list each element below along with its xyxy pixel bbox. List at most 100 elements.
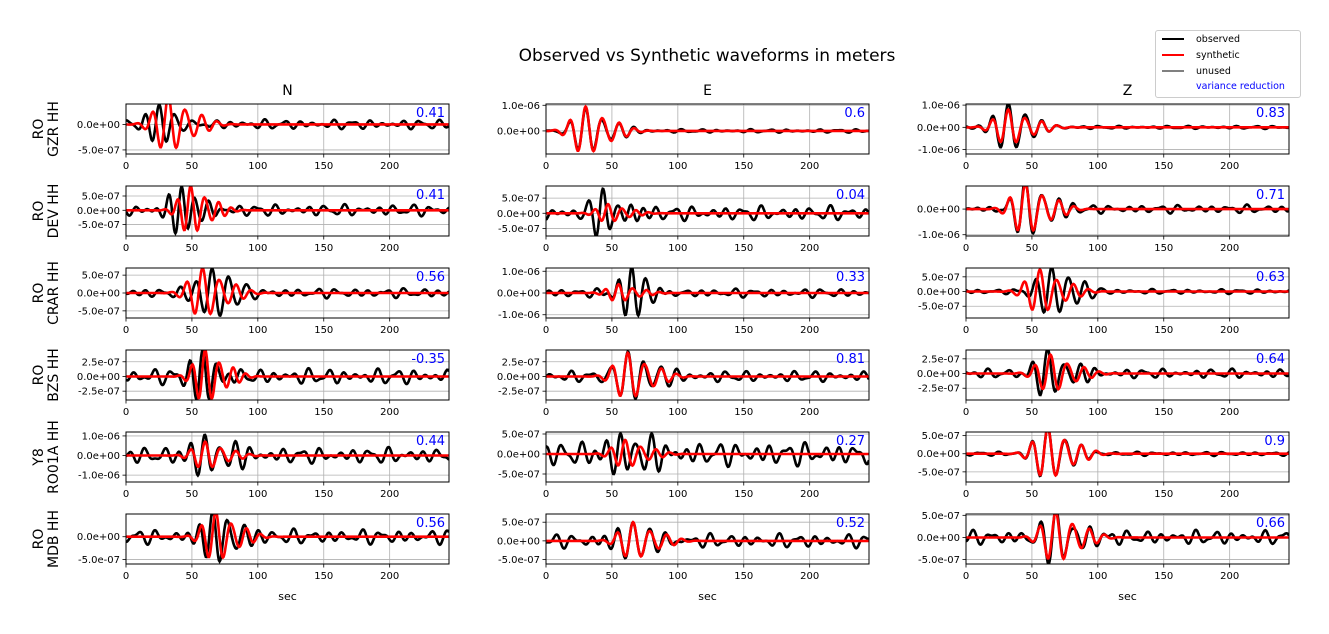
station-network-label: RO [31, 365, 47, 386]
station-network-label: RO [31, 283, 47, 304]
y-tick-label: 0.0e+00 [917, 533, 960, 544]
y-tick-label: 0.0e+00 [497, 126, 540, 137]
y-tick-label: 0.0e+00 [917, 449, 960, 460]
variance-reduction-value: 0.56 [416, 270, 445, 285]
variance-reduction-value: 0.9 [1264, 434, 1285, 449]
legend-entry-observed: observed [1162, 32, 1240, 46]
y-tick-label: -5.0e-07 [498, 555, 540, 566]
synthetic-trace [546, 282, 869, 302]
y-tick-label: -5.0e-07 [78, 145, 120, 156]
y-tick-label: 1.0e-06 [922, 101, 960, 112]
x-tick-label: 0 [963, 407, 969, 418]
y-tick-label: -5.0e-07 [498, 470, 540, 481]
column-title-e: E [703, 83, 712, 99]
y-tick-label: 2.5e-07 [502, 357, 540, 368]
x-tick-label: 50 [1026, 571, 1039, 582]
legend-label-variance-reduction: variance reduction [1196, 80, 1285, 92]
legend-label-unused: unused [1196, 65, 1231, 77]
x-tick-label: 150 [1154, 489, 1173, 500]
variance-reduction-value: 0.41 [416, 106, 445, 121]
axes-frame [125, 513, 450, 565]
x-tick-label: 0 [543, 243, 549, 254]
y-tick-label: 0.0e+00 [77, 206, 120, 217]
x-tick-label: 50 [606, 407, 619, 418]
synthetic-trace [126, 350, 449, 400]
x-tick-label: 200 [800, 407, 819, 418]
y-tick-label: -5.0e-07 [918, 302, 960, 313]
x-tick-label: 0 [963, 489, 969, 500]
variance-reduction-value: 0.27 [836, 434, 865, 449]
variance-reduction-value: 0.81 [836, 352, 865, 367]
x-tick-label: 50 [606, 161, 619, 172]
y-tick-label: 0.0e+00 [497, 209, 540, 220]
synthetic-trace [126, 104, 449, 150]
x-tick-label: 50 [1026, 407, 1039, 418]
y-tick-label: 5.0e-07 [82, 192, 120, 203]
column-title-z: Z [1123, 83, 1133, 99]
observed-trace [966, 432, 1289, 478]
x-tick-label: 100 [1088, 489, 1107, 500]
synthetic-trace [126, 440, 449, 469]
station-name-label: BZS HH [46, 348, 62, 402]
axes-frame [545, 103, 870, 155]
station-network-label: RO [31, 201, 47, 222]
y-tick-label: 0.0e+00 [77, 120, 120, 131]
legend: observed synthetic unused variance reduc… [1155, 30, 1301, 98]
x-tick-label: 200 [380, 161, 399, 172]
x-tick-label: 150 [734, 407, 753, 418]
y-tick-label: 0.0e+00 [497, 450, 540, 461]
synthetic-trace [966, 107, 1289, 144]
x-axis-label: sec [278, 590, 297, 603]
variance-reduction-value: 0.63 [1256, 270, 1285, 285]
y-tick-label: 1.0e-06 [502, 267, 540, 278]
station-name-label: GZR HH [46, 101, 62, 157]
x-tick-label: 0 [543, 571, 549, 582]
variance-reduction-value: 0.71 [1256, 188, 1285, 203]
x-tick-label: 150 [1154, 243, 1173, 254]
legend-label-observed: observed [1196, 33, 1241, 45]
y-tick-label: 0.0e+00 [497, 536, 540, 547]
x-tick-label: 50 [1026, 161, 1039, 172]
y-tick-label: -2.5e-07 [78, 387, 120, 398]
station-name-label: DEV HH [46, 184, 62, 239]
observed-trace [126, 350, 449, 400]
legend-entry-variance-reduction: variance reduction [1162, 79, 1285, 93]
x-tick-label: 100 [248, 161, 267, 172]
y-tick-label: -5.0e-07 [918, 467, 960, 478]
axes-frame [125, 103, 450, 155]
observed-trace [966, 268, 1289, 315]
variance-reduction-value: 0.04 [836, 188, 865, 203]
observed-trace [546, 105, 869, 152]
synthetic-trace [966, 268, 1289, 312]
x-tick-label: 0 [123, 325, 129, 336]
x-tick-label: 100 [668, 161, 687, 172]
x-axis-label: sec [1118, 590, 1137, 603]
x-tick-label: 200 [380, 571, 399, 582]
x-tick-label: 0 [963, 161, 969, 172]
x-tick-label: 50 [1026, 243, 1039, 254]
legend-entry-synthetic: synthetic [1162, 48, 1240, 62]
x-tick-label: 150 [1154, 571, 1173, 582]
synthetic-trace [546, 104, 869, 153]
variance-reduction-value: 0.6 [844, 106, 865, 121]
synthetic-trace [966, 352, 1289, 391]
x-tick-label: 200 [1220, 407, 1239, 418]
station-network-label: RO [31, 119, 47, 140]
x-tick-label: 0 [963, 243, 969, 254]
x-tick-label: 100 [248, 489, 267, 500]
x-tick-label: 200 [800, 325, 819, 336]
x-tick-label: 50 [186, 161, 199, 172]
y-tick-label: -1.0e-06 [78, 471, 120, 482]
station-name-label: CRAR HH [46, 261, 62, 325]
y-tick-label: 0.0e+00 [917, 287, 960, 298]
y-tick-label: -5.0e-07 [918, 555, 960, 566]
variance-reduction-value: 0.66 [1256, 516, 1285, 531]
y-tick-label: 5.0e-07 [922, 511, 960, 522]
x-tick-label: 0 [543, 161, 549, 172]
x-tick-label: 150 [1154, 407, 1173, 418]
station-name-label: MDB HH [46, 510, 62, 568]
x-tick-label: 150 [314, 161, 333, 172]
x-tick-label: 200 [1220, 161, 1239, 172]
variance-reduction-value: 0.52 [836, 516, 865, 531]
variance-reduction-value: 0.64 [1256, 352, 1285, 367]
